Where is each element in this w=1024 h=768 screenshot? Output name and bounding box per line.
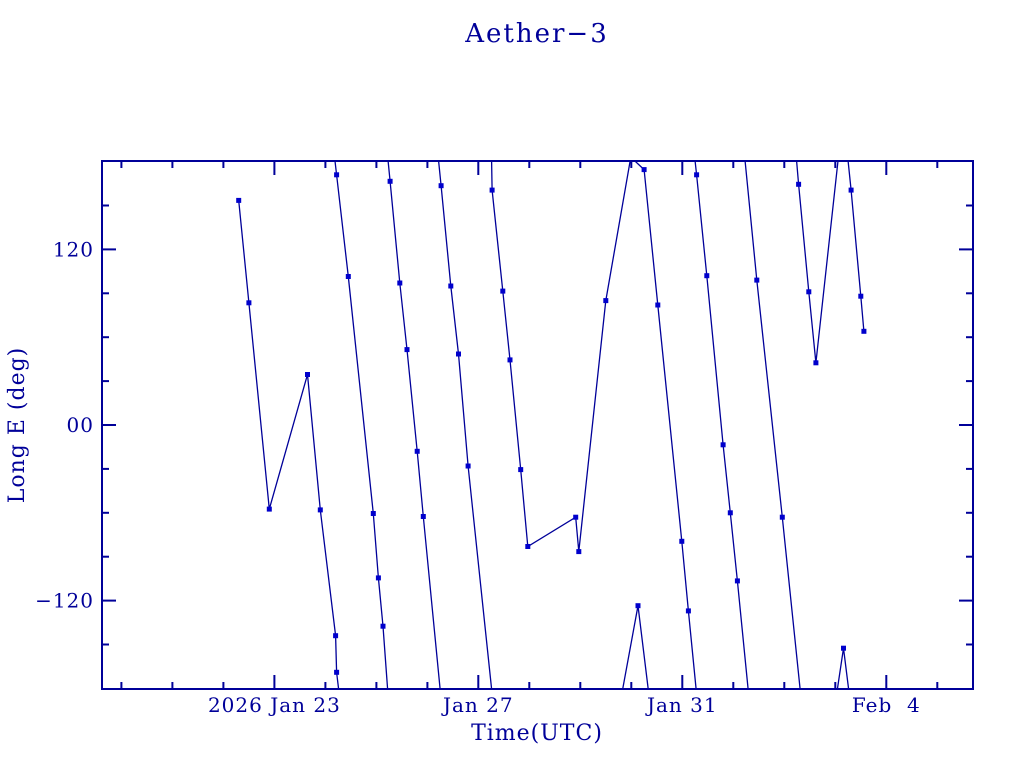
series-line-wrap-spike-1 bbox=[622, 605, 649, 689]
data-point-marker bbox=[734, 578, 740, 584]
data-point-marker bbox=[813, 360, 819, 366]
data-point-marker bbox=[334, 172, 340, 178]
chart-title: Aether−3 bbox=[464, 19, 609, 49]
series-group bbox=[236, 161, 867, 689]
data-point-marker bbox=[635, 603, 641, 609]
data-point-marker bbox=[387, 178, 393, 184]
data-point-marker bbox=[655, 302, 661, 308]
data-point-marker bbox=[420, 514, 426, 519]
data-point-marker bbox=[333, 633, 339, 639]
series-line-pass-9 bbox=[847, 161, 865, 332]
data-point-marker bbox=[404, 347, 410, 353]
series-line-pass-8-up-reversal bbox=[795, 161, 839, 363]
data-point-marker bbox=[641, 167, 647, 173]
data-point-marker bbox=[305, 372, 310, 377]
series-line-pass-5-with-reversals bbox=[490, 161, 697, 689]
data-point-marker bbox=[489, 187, 495, 193]
x-tick-label: Jan 31 bbox=[645, 693, 718, 717]
series-line-pass-3 bbox=[387, 161, 441, 689]
data-point-marker bbox=[397, 280, 403, 286]
data-point-marker bbox=[858, 293, 864, 299]
data-point-marker bbox=[679, 538, 685, 544]
data-point-marker bbox=[334, 669, 340, 675]
series-line-pass-1 bbox=[238, 200, 340, 689]
series-line-pass-7 bbox=[744, 161, 801, 689]
y-tick-label: −120 bbox=[35, 589, 94, 613]
y-tick-label: 00 bbox=[67, 413, 94, 437]
x-tick-label: 2026 Jan 23 bbox=[208, 693, 341, 717]
data-point-marker bbox=[236, 197, 242, 203]
data-point-marker bbox=[694, 172, 700, 178]
data-point-marker bbox=[448, 283, 454, 289]
data-point-marker bbox=[685, 608, 691, 614]
data-point-marker bbox=[525, 544, 531, 549]
data-point-marker bbox=[573, 514, 579, 520]
data-point-marker bbox=[266, 506, 272, 512]
data-point-marker bbox=[841, 645, 846, 651]
data-point-marker bbox=[779, 514, 785, 520]
series-line-pass-2 bbox=[334, 161, 389, 689]
x-axis-label: Time(UTC) bbox=[471, 721, 603, 746]
y-tick-label: 120 bbox=[53, 237, 94, 261]
data-point-marker bbox=[861, 328, 867, 334]
series-line-wrap-spike-2 bbox=[836, 648, 850, 689]
data-point-marker bbox=[456, 351, 461, 357]
data-point-marker bbox=[848, 187, 854, 193]
data-point-marker bbox=[796, 181, 802, 187]
data-point-marker bbox=[720, 442, 726, 448]
plot-area: 2026 Jan 23 Jan 27 Jan 31 Feb 4 120 00 −120 bbox=[35, 160, 974, 717]
series-line-pass-4 bbox=[437, 161, 493, 689]
data-point-marker bbox=[500, 288, 506, 294]
data-point-marker bbox=[704, 273, 710, 279]
data-point-marker bbox=[518, 467, 524, 473]
data-point-marker bbox=[438, 183, 444, 189]
y-axis-label: Long E (deg) bbox=[5, 347, 30, 504]
data-point-marker bbox=[345, 274, 351, 279]
data-point-marker bbox=[414, 448, 420, 454]
axes-frame bbox=[101, 160, 974, 690]
data-point-marker bbox=[603, 298, 609, 304]
x-tick-label: Jan 27 bbox=[441, 693, 514, 717]
data-point-marker bbox=[754, 277, 760, 283]
data-point-marker bbox=[246, 300, 252, 306]
data-point-marker bbox=[507, 357, 513, 363]
data-point-marker bbox=[727, 510, 733, 516]
series-line-pass-6 bbox=[694, 161, 749, 689]
data-point-marker bbox=[465, 463, 471, 469]
data-point-marker bbox=[380, 623, 386, 629]
x-tick-label: Feb 4 bbox=[852, 693, 921, 717]
data-point-marker bbox=[375, 575, 381, 581]
data-point-marker bbox=[317, 507, 323, 513]
data-point-marker bbox=[576, 549, 582, 555]
data-point-marker bbox=[806, 289, 812, 295]
data-point-marker bbox=[370, 511, 376, 516]
